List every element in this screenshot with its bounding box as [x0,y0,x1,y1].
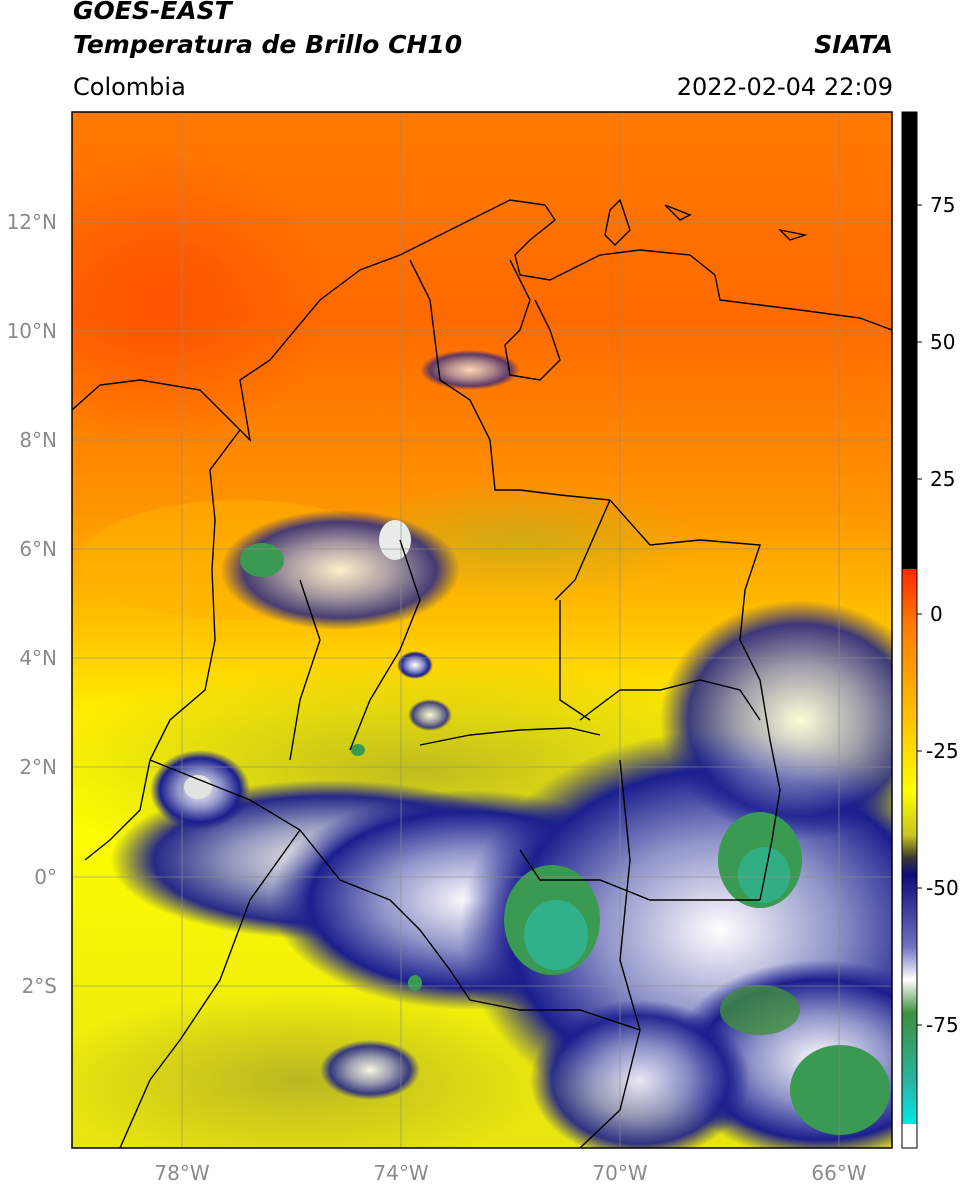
colorbar-black-segment [902,112,917,569]
product-title: Temperatura de Brillo CH10 [73,30,463,59]
datetime-label: 2022-02-04 22:09 [676,73,893,101]
colorbar-tick-minus50: -50 [926,876,959,900]
colorbar-white-segment [902,1124,917,1148]
lon-tick-78w: 78°W [154,1161,209,1185]
country-borders [72,198,892,1148]
satellite-title: GOES-EAST [73,0,232,25]
lon-tick-66w: 66°W [811,1161,866,1185]
colorbar-tick-75: 75 [930,193,955,217]
longitude-labels: 78°W 74°W 70°W 66°W [154,1161,866,1185]
lon-tick-70w: 70°W [592,1161,647,1185]
latitude-labels: 12°N 10°N 8°N 6°N 4°N 2°N 0° 2°S [7,210,57,998]
colorbar-tick-25: 25 [930,467,955,491]
lat-tick-8n: 8°N [19,428,57,452]
lat-tick-2n: 2°N [19,755,57,779]
colorbar: 75 50 25 0 -25 -50 -75 [901,111,959,1149]
colorbar-gradient [902,569,917,1124]
lat-tick-4n: 4°N [19,646,57,670]
lat-tick-0: 0° [34,865,57,889]
colorbar-tick-50: 50 [930,330,955,354]
map-frame [71,111,893,1149]
colorbar-frame [901,111,918,1149]
colorbar-tick-minus25: -25 [926,739,959,763]
lon-tick-74w: 74°W [373,1161,428,1185]
colorbar-tick-0: 0 [930,602,943,626]
graticule [72,112,892,1148]
lat-tick-10n: 10°N [7,319,57,343]
agency-label: SIATA [814,30,893,59]
lat-tick-12n: 12°N [7,210,57,234]
brightness-temperature-field [72,112,892,1148]
lat-tick-2s: 2°S [22,974,57,998]
lat-tick-6n: 6°N [19,537,57,561]
colorbar-tick-minus75: -75 [926,1013,959,1037]
region-label: Colombia [73,73,186,101]
